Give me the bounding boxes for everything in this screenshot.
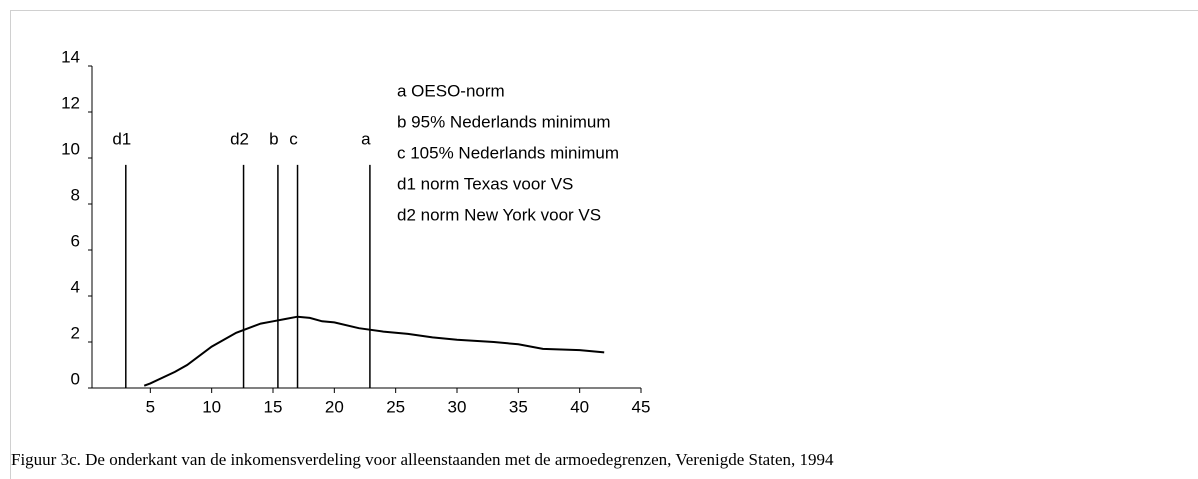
caption: Figuur 3c. De onderkant van de inkomensv… [11,450,834,469]
threshold-label: d1 [112,129,131,148]
threshold-label: b [269,129,278,148]
y-tick-label: 6 [71,231,80,250]
legend-entry: c 105% Nederlands minimum [397,143,619,162]
y-tick-label: 12 [61,93,80,112]
y-tick-label: 2 [71,323,80,342]
legend-entry: a OESO-norm [397,81,505,100]
x-tick-label: 40 [570,397,589,416]
y-tick-label: 4 [71,277,80,296]
y-tick-label: 0 [71,369,80,388]
threshold-label: d2 [230,129,249,148]
x-tick-label: 25 [386,397,405,416]
x-tick-label: 30 [448,397,467,416]
x-tick-label: 5 [146,397,155,416]
y-tick-label: 8 [71,185,80,204]
x-tick-label: 10 [202,397,221,416]
y-tick-label: 10 [61,139,80,158]
legend-entry: b 95% Nederlands minimum [397,112,611,131]
legend-entry: d2 norm New York voor VS [397,205,601,224]
x-tick-label: 45 [632,397,651,416]
x-tick-label: 15 [264,397,283,416]
y-tick-label: 14 [61,47,80,66]
legend-entry: d1 norm Texas voor VS [397,174,573,193]
frame [10,10,1198,479]
threshold-label: a [361,129,371,148]
x-tick-label: 20 [325,397,344,416]
x-tick-label: 35 [509,397,528,416]
threshold-label: c [289,129,298,148]
income-curve [143,315,605,387]
